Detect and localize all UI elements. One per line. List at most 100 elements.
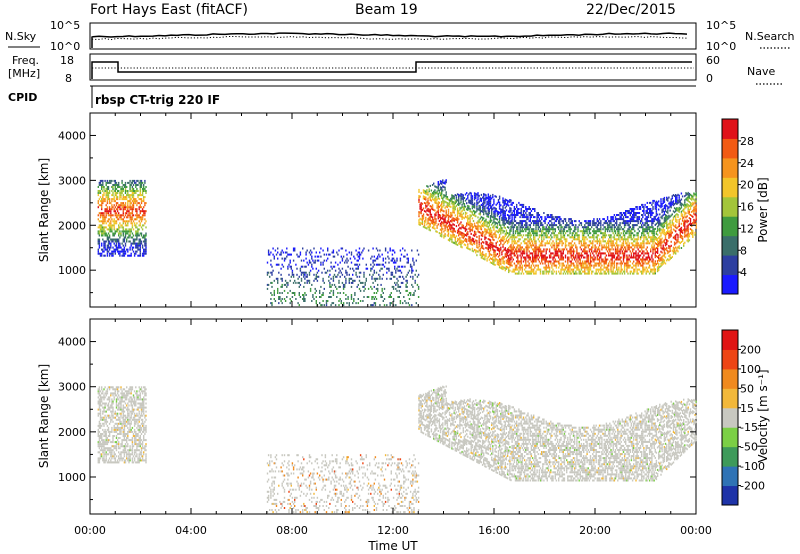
data-cell — [600, 220, 602, 223]
data-cell — [131, 222, 134, 225]
data-cell — [138, 242, 140, 245]
data-cell — [503, 214, 505, 217]
data-cell — [472, 250, 475, 253]
data-cell — [408, 292, 411, 294]
data-cell — [114, 192, 116, 194]
data-cell — [588, 222, 591, 225]
data-cell — [481, 208, 484, 211]
data-cell — [277, 257, 279, 260]
data-cell — [609, 240, 611, 243]
data-cell — [608, 272, 610, 275]
data-cell — [622, 248, 625, 251]
data-cell — [561, 268, 563, 271]
data-cell — [554, 230, 556, 233]
data-cell — [491, 219, 493, 222]
data-cell — [445, 213, 447, 216]
data-cell — [629, 232, 631, 235]
data-cell — [630, 220, 633, 223]
data-cell — [126, 228, 128, 231]
data-cell — [566, 248, 568, 251]
data-cell — [610, 216, 612, 219]
data-cell — [613, 238, 616, 241]
data-cell — [598, 256, 601, 259]
data-cell — [612, 224, 614, 227]
data-cell — [556, 244, 559, 247]
data-cell — [610, 220, 612, 223]
data-cell — [431, 192, 434, 195]
data-cell — [461, 193, 463, 196]
data-cell — [334, 285, 337, 288]
data-cell — [637, 264, 639, 267]
data-cell — [526, 242, 528, 245]
data-cell — [626, 238, 628, 241]
data-cell — [441, 180, 443, 183]
data-cell — [397, 265, 399, 268]
data-cell — [584, 238, 586, 241]
data-cell — [612, 220, 614, 223]
data-cell — [616, 220, 618, 223]
data-cell — [383, 265, 386, 268]
data-cell — [131, 236, 134, 239]
data-cell — [616, 234, 618, 237]
data-cell — [317, 255, 320, 258]
data-cell — [586, 256, 588, 259]
data-cell — [502, 207, 504, 210]
data-cell — [128, 230, 130, 233]
data-cell — [578, 242, 580, 245]
data-cell — [480, 193, 483, 196]
data-cell — [338, 281, 340, 284]
data-cell — [359, 300, 362, 302]
data-cell — [327, 300, 329, 302]
data-cell — [487, 193, 489, 196]
data-cell — [435, 230, 437, 233]
data-cell — [481, 204, 484, 207]
data-cell — [377, 263, 379, 266]
data-cell — [526, 246, 528, 249]
data-cell — [439, 194, 442, 197]
data-cell — [127, 224, 129, 227]
data-cell — [452, 229, 454, 232]
data-cell — [279, 296, 281, 298]
data-cell — [113, 242, 115, 245]
data-cell — [281, 263, 283, 266]
data-cell — [344, 283, 346, 286]
data-cell — [561, 264, 563, 267]
data-cell — [280, 273, 282, 276]
data-cell — [101, 198, 103, 201]
data-cell — [591, 260, 593, 263]
data-cell — [363, 275, 365, 278]
data-cell — [497, 211, 500, 214]
data-cell — [471, 199, 474, 202]
data-cell — [140, 242, 143, 245]
data-cell — [623, 222, 626, 225]
data-cell — [466, 238, 468, 241]
data-cell — [422, 189, 425, 192]
data-cell — [106, 212, 109, 215]
data-cell — [104, 216, 106, 219]
data-cell — [451, 238, 453, 241]
data-cell — [544, 254, 546, 257]
data-cell — [519, 248, 521, 251]
data-cell — [598, 240, 601, 243]
data-cell — [469, 226, 471, 229]
data-cell — [623, 268, 626, 271]
data-cell — [493, 214, 495, 217]
data-cell — [572, 256, 575, 259]
data-cell — [631, 220, 634, 223]
data-cell — [104, 210, 106, 213]
data-cell — [354, 257, 356, 260]
data-cell — [627, 260, 629, 263]
data-cell — [102, 196, 104, 199]
data-cell — [492, 260, 494, 263]
data-cell — [452, 195, 454, 197]
data-cell — [584, 242, 586, 245]
data-cell — [616, 272, 618, 275]
data-cell — [448, 237, 451, 240]
data-cell — [328, 279, 330, 282]
data-cell — [608, 248, 610, 251]
data-cell — [138, 224, 140, 227]
data-cell — [630, 252, 633, 255]
data-cell — [508, 220, 510, 223]
data-cell — [630, 238, 633, 241]
data-cell — [406, 279, 408, 282]
